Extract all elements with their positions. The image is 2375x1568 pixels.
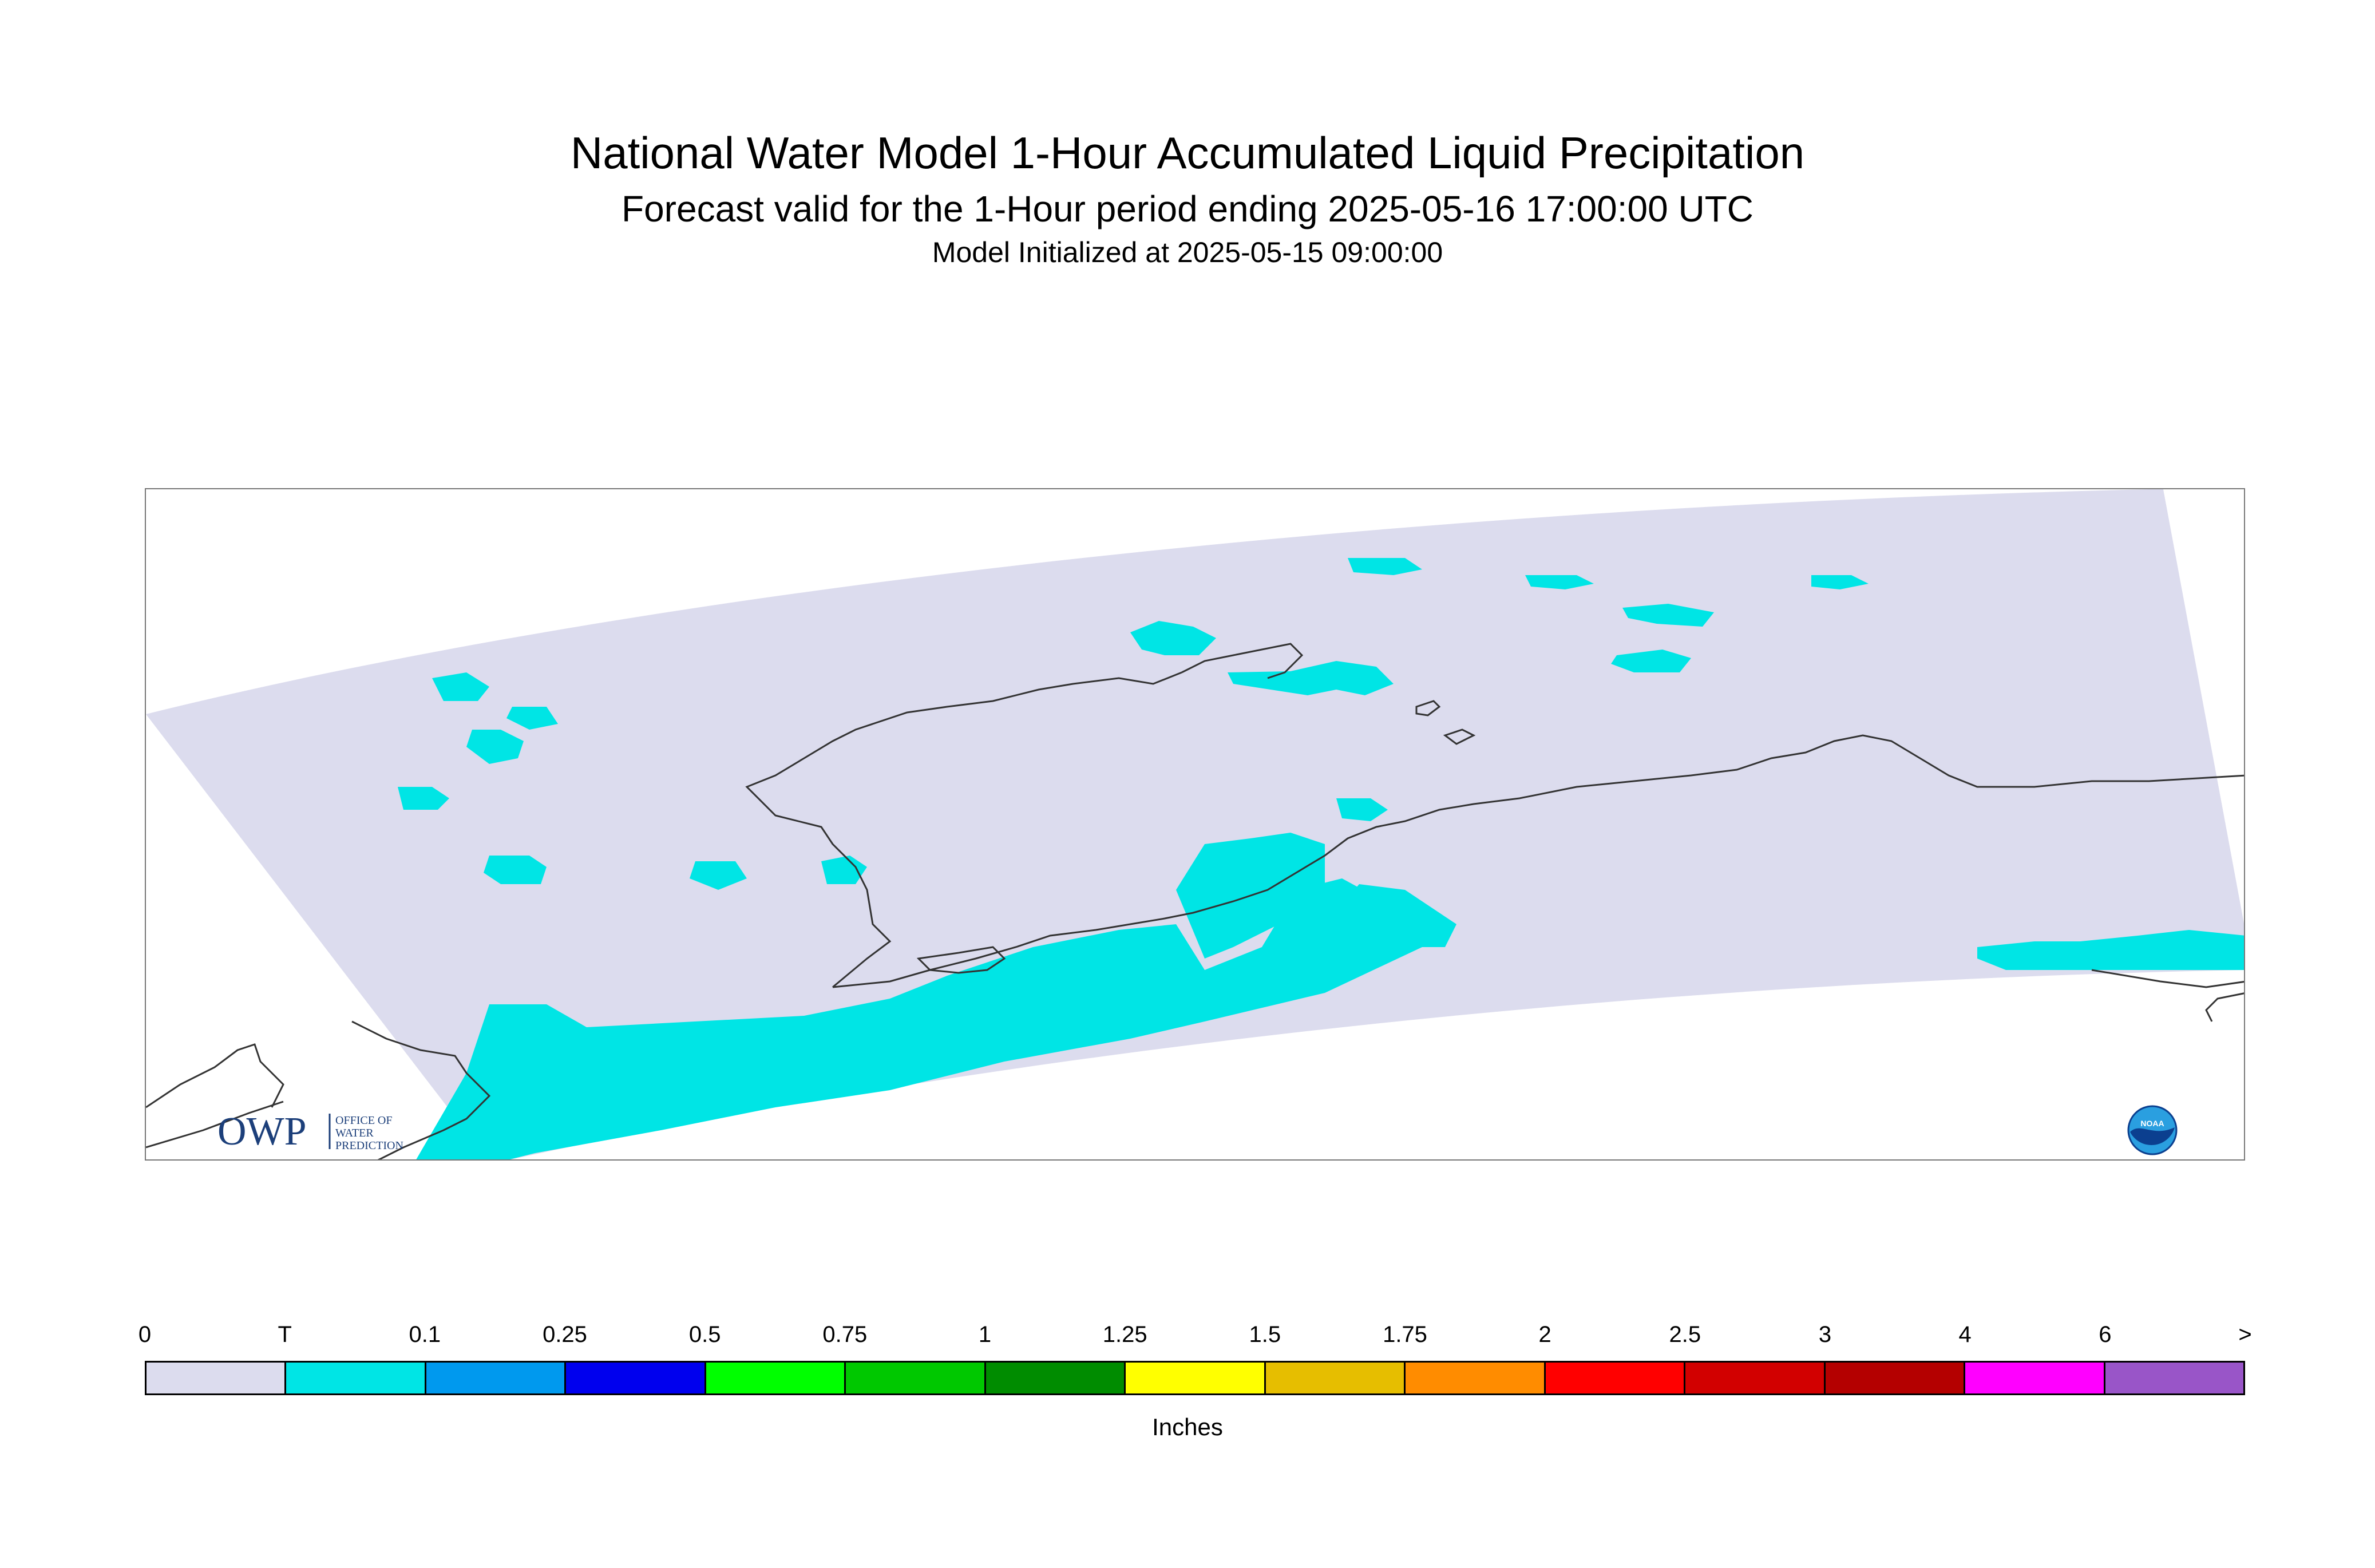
legend-tick-label: 0.25 — [543, 1322, 587, 1347]
legend-tick-label: 0 — [138, 1322, 152, 1347]
legend-swatch — [1545, 1363, 1686, 1393]
legend-swatch — [1265, 1363, 1406, 1393]
legend-tick-label: 1 — [978, 1322, 992, 1347]
precipitation-map — [145, 488, 2245, 1161]
legend-swatch — [1965, 1363, 2105, 1393]
legend-tick-label: 0.75 — [822, 1322, 868, 1347]
noaa-logo: NOAA — [2127, 1104, 2178, 1159]
legend-swatch — [846, 1363, 986, 1393]
noaa-mark: NOAA — [2140, 1119, 2164, 1128]
legend-swatch — [1126, 1363, 1266, 1393]
coastlines — [146, 643, 2244, 1159]
owp-mark: OWP — [217, 1110, 307, 1154]
legend-swatch — [426, 1363, 567, 1393]
legend-tick-label: 2.5 — [1669, 1322, 1701, 1347]
precipitation-areas — [398, 558, 2244, 1159]
legend-swatch — [985, 1363, 1126, 1393]
legend-swatch — [566, 1363, 706, 1393]
legend-tick-label: 1.25 — [1102, 1322, 1147, 1347]
legend-swatch — [1406, 1363, 1546, 1393]
legend-tick-label: T — [278, 1322, 292, 1347]
legend-swatch — [2105, 1363, 2244, 1393]
owp-text-3: PREDICTION — [335, 1139, 403, 1152]
legend-tick-label: 3 — [1818, 1322, 1832, 1347]
owp-text-1: OFFICE OF — [335, 1114, 392, 1127]
map-canvas — [146, 489, 2244, 1159]
legend-swatch — [286, 1363, 426, 1393]
legend-tick-label: > — [2238, 1322, 2252, 1347]
model-domain — [146, 489, 2244, 1159]
legend-colorbar — [145, 1361, 2245, 1395]
model-init-time: Model Initialized at 2025-05-15 09:00:00 — [932, 236, 1443, 268]
owp-text-2: WATER — [335, 1127, 374, 1139]
legend-swatch — [147, 1363, 287, 1393]
legend-tick-label: 0.1 — [409, 1322, 441, 1347]
forecast-valid-subtitle: Forecast valid for the 1-Hour period end… — [621, 188, 1754, 229]
legend-tick-label: 1.5 — [1249, 1322, 1281, 1347]
legend-tick-label: 6 — [2099, 1322, 2112, 1347]
legend-tick-label: 1.75 — [1383, 1322, 1427, 1347]
legend-units: Inches — [1152, 1413, 1223, 1440]
legend-tick-label: 0.5 — [688, 1322, 721, 1347]
legend-swatch — [706, 1363, 846, 1393]
legend-tick-label: 4 — [1958, 1322, 1972, 1347]
map-title: National Water Model 1-Hour Accumulated … — [570, 128, 1805, 178]
legend-swatch — [1825, 1363, 1966, 1393]
owp-logo: OWP OFFICE OF WATER PREDICTION — [217, 1109, 435, 1158]
legend-swatch — [1685, 1363, 1826, 1393]
legend-tick-label: 2 — [1538, 1322, 1551, 1347]
